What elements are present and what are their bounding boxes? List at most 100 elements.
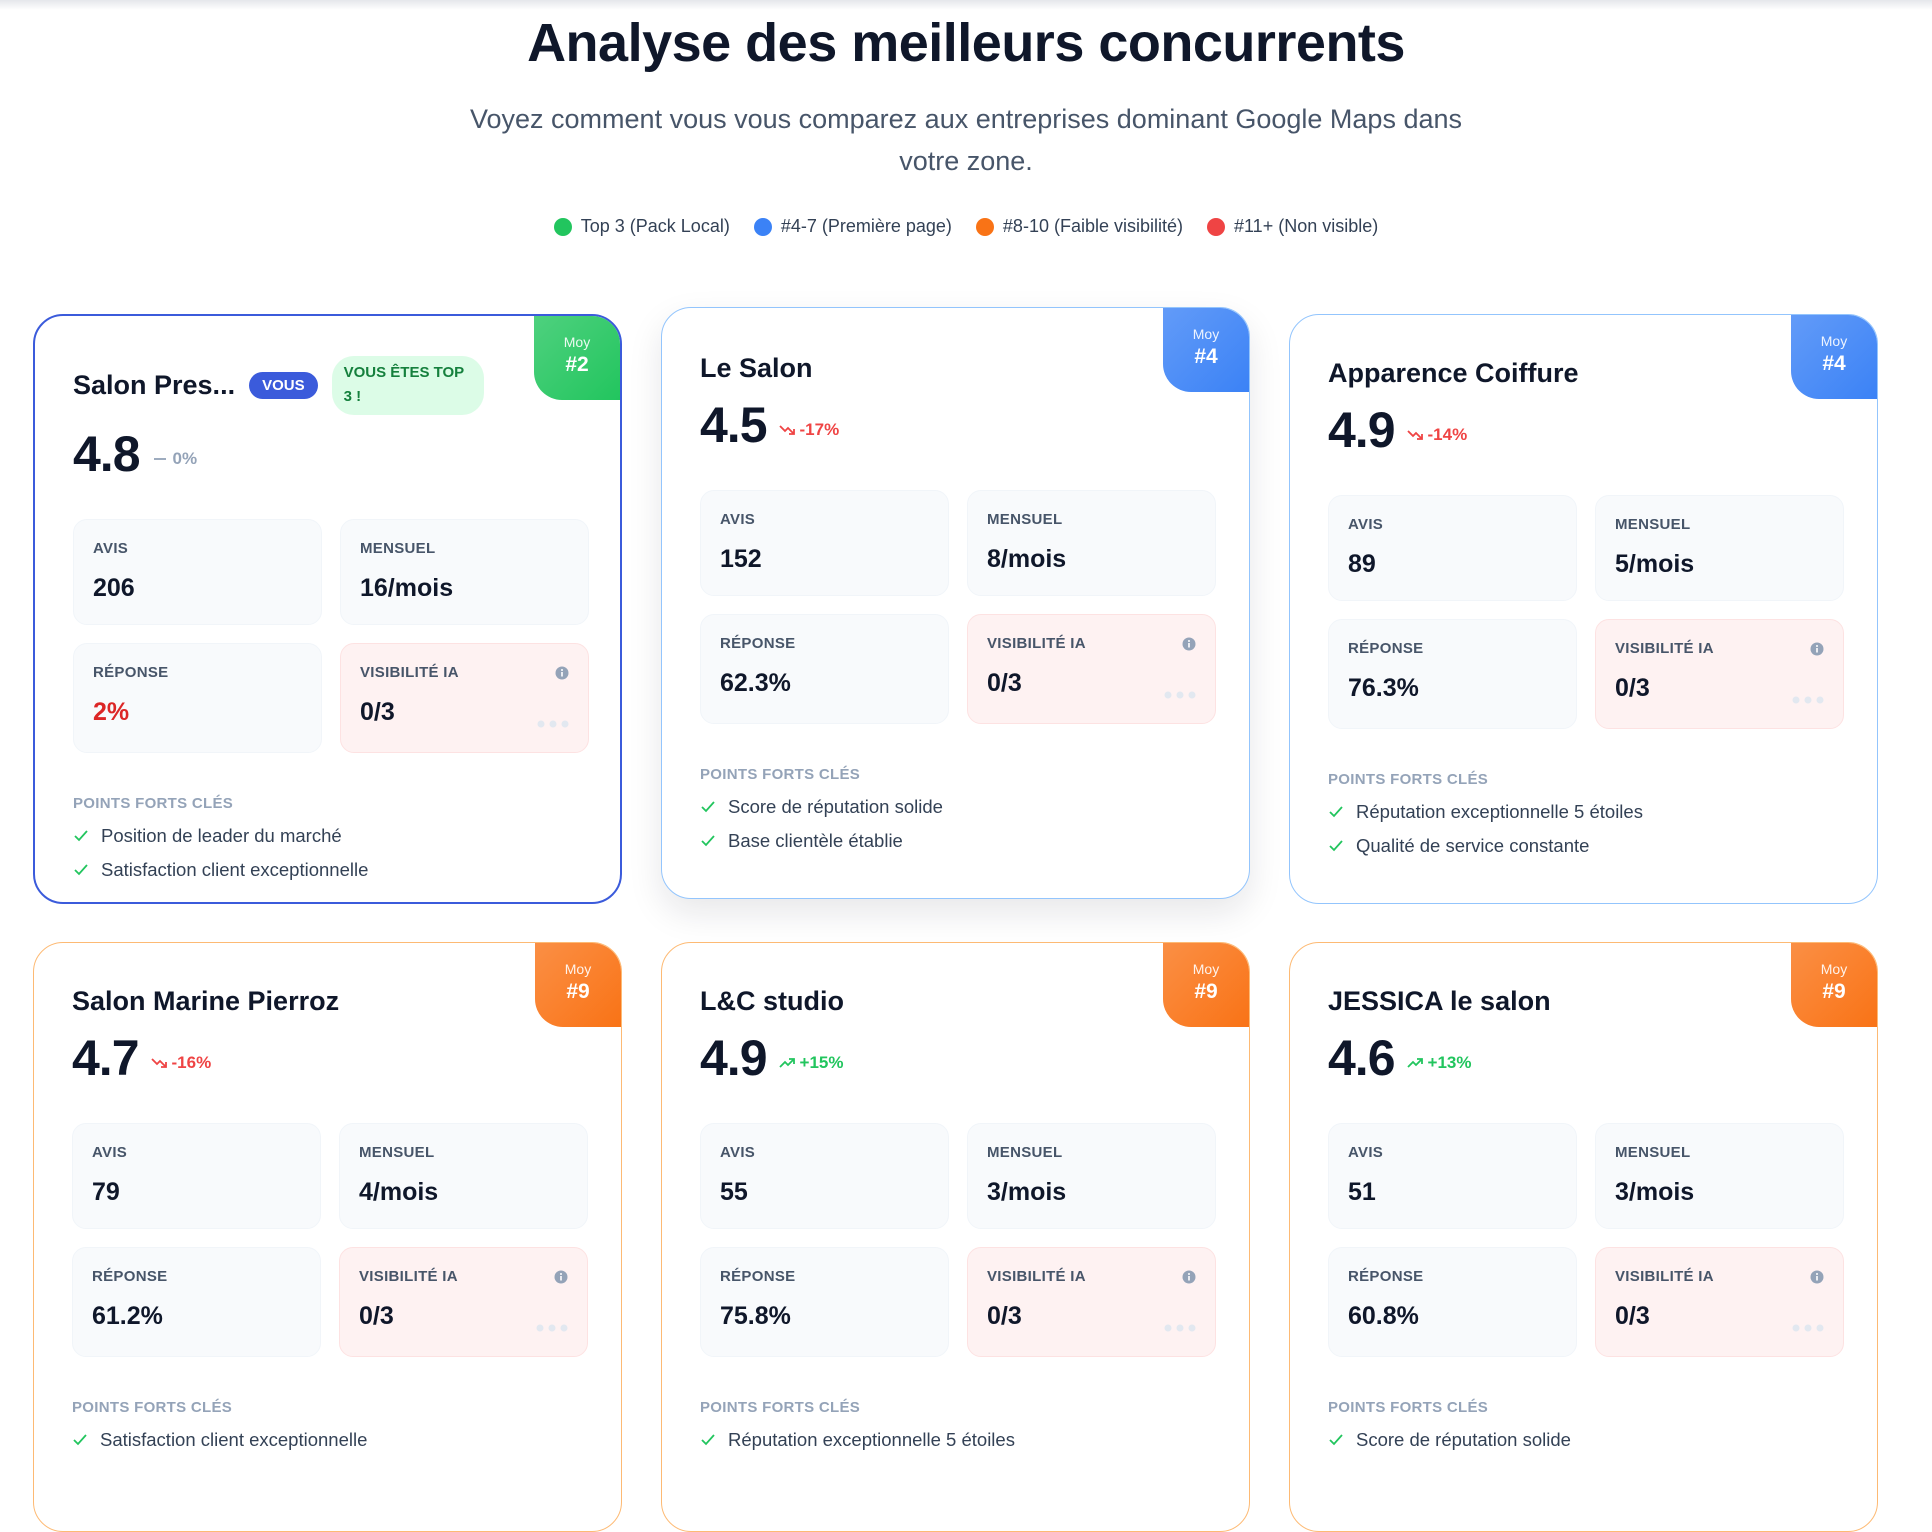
legend-label: #4-7 (Première page) [780, 216, 952, 236]
stat-box: RÉPONSE 76.3% [1328, 619, 1577, 729]
trend-icon [153, 458, 166, 460]
rank-value: #9 [1194, 980, 1218, 1003]
stat-box: AVIS 206 [73, 519, 322, 625]
strength-point: Score de réputation solide [700, 796, 1211, 817]
stat-label: AVIS [1348, 1144, 1384, 1161]
stat-value: 0/3 [1615, 1302, 1650, 1330]
trend-icon [1406, 1058, 1423, 1068]
strength-text: Score de réputation solide [1356, 1429, 1571, 1450]
rating-row: 4.8 0% [73, 423, 582, 485]
info-icon [1182, 637, 1196, 651]
legend-label: #8-10 (Faible visibilité) [1002, 216, 1183, 236]
rating-change: -14% [1406, 425, 1467, 445]
stat-box: MENSUEL 5/mois [1595, 495, 1844, 601]
rank-badge: Moy #9 [1163, 943, 1249, 1027]
stat-value: 3/mois [987, 1178, 1067, 1206]
rank-value: #9 [566, 980, 590, 1003]
legend-label: #11+ (Non visible) [1234, 216, 1379, 236]
legend-item: #11+ (Non visible) [1207, 216, 1378, 237]
stat-label: RÉPONSE [720, 635, 796, 652]
change-value: +15% [799, 1053, 844, 1072]
stat-label: AVIS [720, 511, 756, 528]
rating: 4.9 [1328, 402, 1396, 458]
business-name: L&C studio [700, 985, 844, 1016]
stat-label: RÉPONSE [1348, 640, 1424, 657]
stat-value: 8/mois [987, 545, 1067, 573]
card-header: Salon Pres... VOUS VOUS ÊTES TOP 3 ! [73, 356, 582, 415]
strength-text: Réputation exceptionnelle 5 étoiles [1356, 801, 1643, 822]
stat-label: VISIBILITÉ IA [1615, 640, 1714, 657]
strength-point: Réputation exceptionnelle 5 étoiles [700, 1429, 1211, 1450]
info-icon [555, 666, 569, 680]
loading-dots [1792, 696, 1824, 704]
rank-badge: Moy #4 [1791, 315, 1877, 399]
change-value: -17% [799, 420, 840, 439]
business-name: Apparence Coiffure [1328, 357, 1579, 388]
rank-label: Moy [1192, 961, 1220, 977]
stats-grid: AVIS 79 MENSUEL 4/mois RÉPONSE 61.2% VISIBILIT… [72, 1123, 588, 1357]
rating-change: 0% [152, 449, 197, 469]
stat-label: MENSUEL [1615, 516, 1691, 533]
stat-label: MENSUEL [987, 511, 1063, 528]
info-icon [1810, 642, 1824, 656]
stat-value: 79 [92, 1178, 120, 1206]
stat-box: VISIBILITÉ IA 0/3 [967, 1247, 1216, 1357]
legend-item: Top 3 (Pack Local) [553, 216, 730, 237]
strength-text: Réputation exceptionnelle 5 étoiles [728, 1429, 1015, 1450]
stat-value: 55 [720, 1178, 748, 1206]
check-icon [74, 864, 88, 876]
rating-change: +13% [1406, 1053, 1471, 1073]
legend-item: #8-10 (Faible visibilité) [975, 216, 1183, 237]
rating-row: 4.5 -17% [700, 394, 1211, 456]
stat-label: AVIS [92, 1144, 128, 1161]
rating-change: -17% [778, 420, 840, 440]
check-icon [1329, 806, 1343, 818]
legend-label: Top 3 (Pack Local) [580, 216, 730, 236]
strength-text: Satisfaction client exceptionnelle [101, 859, 369, 880]
stat-box: MENSUEL 8/mois [967, 490, 1216, 596]
stat-label: MENSUEL [360, 540, 436, 557]
stats-grid: AVIS 51 MENSUEL 3/mois RÉPONSE 60.8% VISIBILIT… [1328, 1123, 1844, 1357]
stats-grid: AVIS 152 MENSUEL 8/mois RÉPONSE 62.3% VISIBILI… [700, 490, 1216, 724]
strength-point: Base clientèle établie [700, 830, 1211, 851]
stat-value: 0/3 [987, 1302, 1022, 1330]
legend-dot [1207, 217, 1225, 236]
stat-value: 75.8% [720, 1302, 791, 1330]
points-label: POINTS FORTS CLÉS [700, 1399, 861, 1416]
stat-box: AVIS 89 [1328, 495, 1577, 601]
rating: 4.8 [73, 426, 141, 482]
business-name: Salon Marine Pierroz [72, 985, 340, 1016]
trend-icon [778, 1058, 795, 1068]
stats-grid: AVIS 89 MENSUEL 5/mois RÉPONSE 76.3% VISIBILIT… [1328, 495, 1844, 729]
loading-dots [536, 1324, 568, 1332]
loading-dots [1164, 1324, 1196, 1332]
stat-value: 0/3 [359, 1302, 394, 1330]
stat-value: 61.2% [92, 1302, 163, 1330]
legend-item: #4-7 (Première page) [753, 216, 952, 237]
info-icon [1182, 1270, 1196, 1284]
trend-icon [1406, 430, 1423, 440]
points-label: POINTS FORTS CLÉS [1328, 771, 1489, 788]
top-shade [0, 0, 1932, 10]
strength-text: Position de leader du marché [101, 825, 342, 846]
stat-value: 206 [93, 574, 135, 602]
rank-label: Moy [1820, 961, 1848, 977]
strength-point: Position de leader du marché [73, 825, 582, 846]
rating-row: 4.9 +15% [700, 1027, 1211, 1089]
stat-value: 4/mois [359, 1178, 439, 1206]
stat-value: 76.3% [1348, 674, 1419, 702]
stat-box: MENSUEL 16/mois [340, 519, 589, 625]
strength-point: Qualité de service constante [1328, 835, 1839, 856]
rating: 4.9 [700, 1030, 768, 1086]
stat-box: AVIS 152 [700, 490, 949, 596]
stat-label: MENSUEL [987, 1144, 1063, 1161]
points-label: POINTS FORTS CLÉS [73, 795, 234, 812]
strength-text: Score de réputation solide [728, 796, 943, 817]
rank-value: #2 [565, 353, 589, 376]
strength-text: Base clientèle établie [728, 830, 903, 851]
stat-value: 16/mois [360, 574, 454, 602]
stat-box: RÉPONSE 61.2% [72, 1247, 321, 1357]
stats-grid: AVIS 55 MENSUEL 3/mois RÉPONSE 75.8% VISIBILIT… [700, 1123, 1216, 1357]
change-value: -16% [171, 1053, 212, 1072]
